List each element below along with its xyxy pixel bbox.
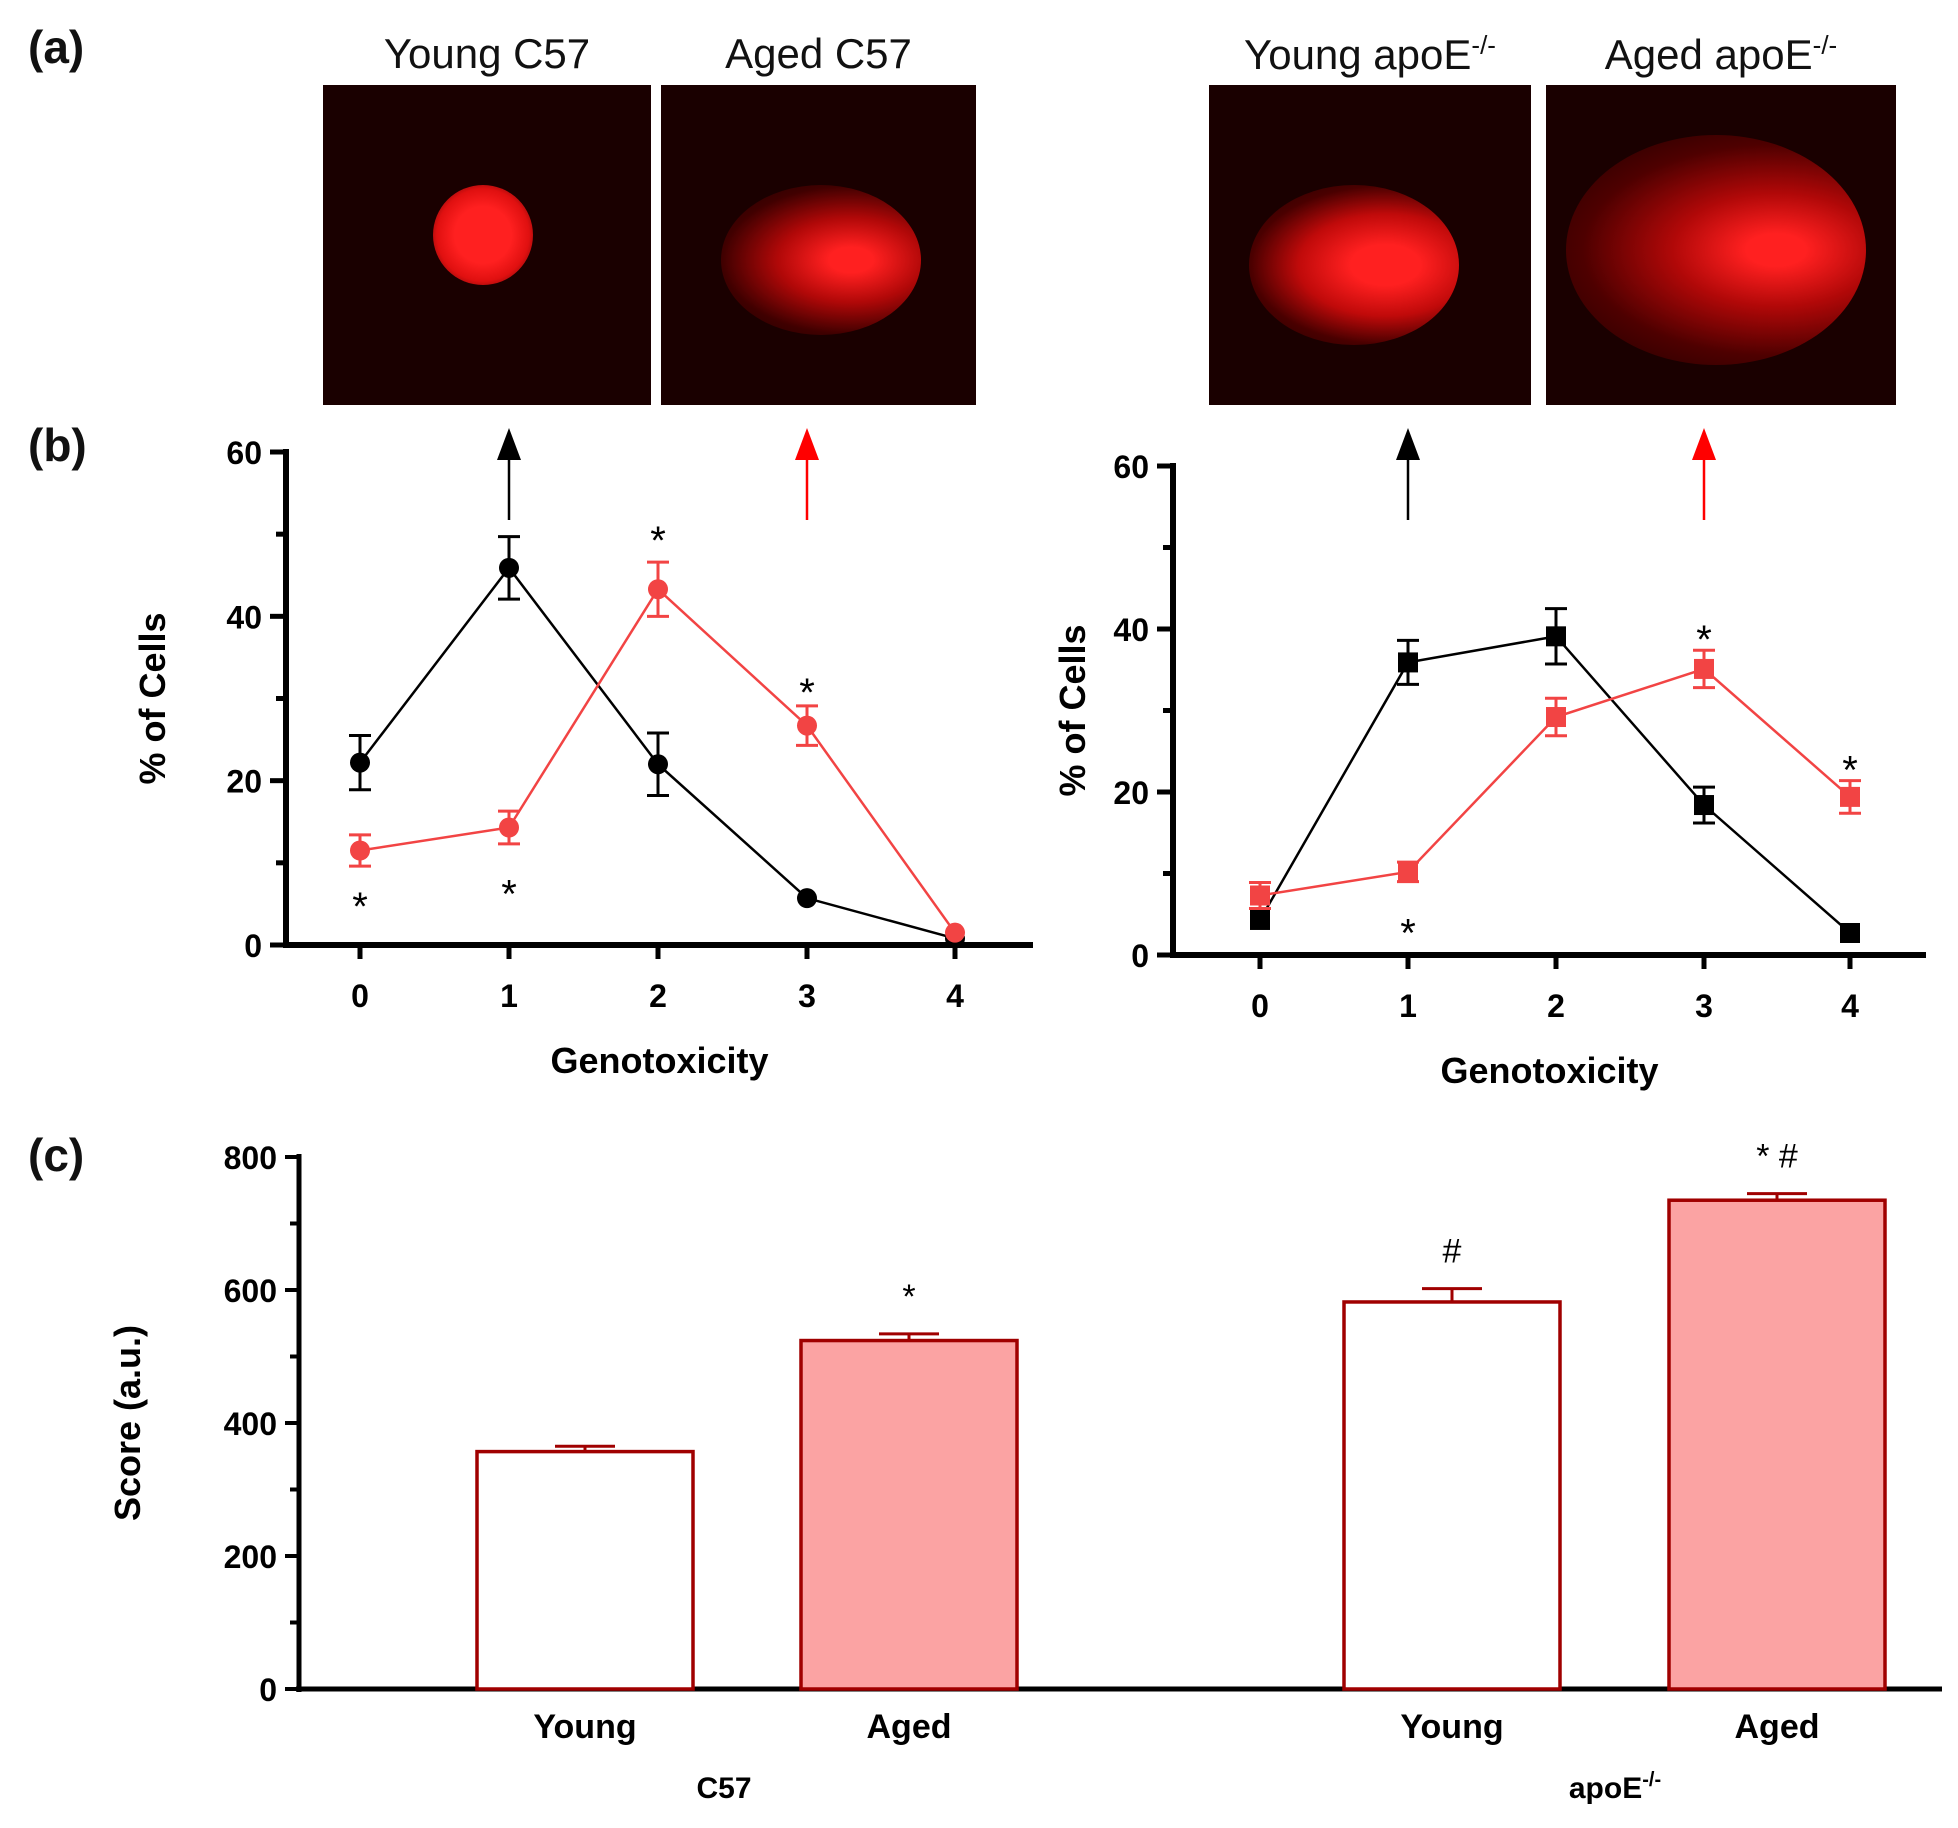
y-tick-label: 40 <box>1113 612 1149 648</box>
data-point <box>1840 922 1860 943</box>
significance-marker: * <box>650 519 666 563</box>
data-point <box>350 840 370 861</box>
data-point <box>1546 707 1566 728</box>
data-point <box>1840 786 1860 807</box>
arrow-head <box>795 428 819 460</box>
significance-marker: * <box>799 671 815 715</box>
x-tick-label: 2 <box>649 978 667 1014</box>
x-tick-label: 4 <box>1841 988 1859 1024</box>
data-point <box>1250 885 1270 906</box>
x-tick-label: 1 <box>1399 988 1417 1024</box>
group-label-c57: C57 <box>696 1772 751 1805</box>
bar <box>1667 1198 1887 1691</box>
panel-label-b: (b) <box>28 419 87 471</box>
x-tick-label: 3 <box>798 978 816 1014</box>
data-point <box>648 754 668 775</box>
significance-marker: * <box>1842 748 1858 792</box>
y-tick-label: 40 <box>226 599 262 635</box>
significance-marker: * # <box>1756 1138 1798 1176</box>
series-line <box>1258 634 1851 934</box>
data-point <box>499 817 519 838</box>
y-axis-label: % of Cells <box>132 612 173 784</box>
x-tick-label: 2 <box>1547 988 1565 1024</box>
error-bar <box>1422 1287 1482 1302</box>
comet-image-aged-c57 <box>661 85 976 405</box>
x-axis-label: Genotoxicity <box>1440 1050 1658 1091</box>
data-point <box>797 715 817 736</box>
significance-marker: * <box>352 885 368 929</box>
superscript: -/- <box>1642 1769 1661 1791</box>
data-point <box>945 922 965 943</box>
data-point <box>1398 652 1418 673</box>
y-tick-label: 200 <box>224 1539 277 1575</box>
significance-marker: * <box>501 872 517 916</box>
arrow-head <box>1692 428 1716 460</box>
x-tick-label: 0 <box>1251 988 1269 1024</box>
x-tick-label: 4 <box>946 978 964 1014</box>
data-point <box>648 579 668 600</box>
x-tick-label: Young <box>1400 1708 1503 1746</box>
y-axis-label: % of Cells <box>1052 624 1093 796</box>
x-tick-label: Aged <box>1735 1708 1820 1746</box>
x-tick-label: 3 <box>1695 988 1713 1024</box>
comet-image-young-apoe <box>1209 85 1531 405</box>
group-label-apoe: apoE-/- <box>1569 1769 1661 1805</box>
image-title-young-c57: Young C57 <box>383 30 591 77</box>
data-point <box>350 752 370 773</box>
panel-label-a: (a) <box>28 21 85 73</box>
x-tick-label: 1 <box>500 978 518 1014</box>
y-tick-label: 60 <box>226 435 262 471</box>
data-point <box>1694 658 1714 679</box>
x-axis-label: Genotoxicity <box>550 1040 768 1081</box>
y-tick-label: 800 <box>224 1140 277 1176</box>
data-point <box>1398 861 1418 882</box>
comet-image-young-c57 <box>323 85 651 405</box>
y-tick-label: 400 <box>224 1406 277 1442</box>
y-tick-label: 20 <box>226 764 262 800</box>
image-title-aged-c57: Aged C57 <box>725 30 912 77</box>
bar <box>475 1449 695 1691</box>
y-tick-label: 0 <box>259 1672 277 1708</box>
x-tick-label: Aged <box>867 1708 952 1746</box>
y-tick-label: 60 <box>1113 449 1149 485</box>
data-point <box>797 888 817 909</box>
significance-marker: * <box>1696 618 1712 662</box>
arrow-head <box>497 428 521 460</box>
bar <box>1342 1300 1562 1691</box>
y-tick-label: 20 <box>1113 775 1149 811</box>
comet-image-aged-apoe <box>1546 85 1896 405</box>
x-tick-label: 0 <box>351 978 369 1014</box>
bar <box>799 1338 1019 1691</box>
significance-marker: # <box>1443 1233 1462 1271</box>
data-point <box>1546 626 1566 647</box>
image-title-aged-apoe: Aged apoE-/- <box>1604 30 1838 78</box>
y-axis-label: Score (a.u.) <box>107 1325 148 1521</box>
arrow-head <box>1396 428 1420 460</box>
data-point <box>499 557 519 578</box>
data-point <box>1250 909 1270 930</box>
y-tick-label: 600 <box>224 1273 277 1309</box>
y-tick-label: 0 <box>244 928 262 964</box>
data-point <box>1694 795 1714 816</box>
panel-label-c: (c) <box>28 1129 85 1181</box>
significance-marker: * <box>1400 911 1416 955</box>
significance-marker: * <box>902 1278 915 1316</box>
x-tick-label: Young <box>533 1708 636 1746</box>
y-tick-label: 0 <box>1131 938 1149 974</box>
image-title-young-apoe: Young apoE-/- <box>1244 30 1496 78</box>
